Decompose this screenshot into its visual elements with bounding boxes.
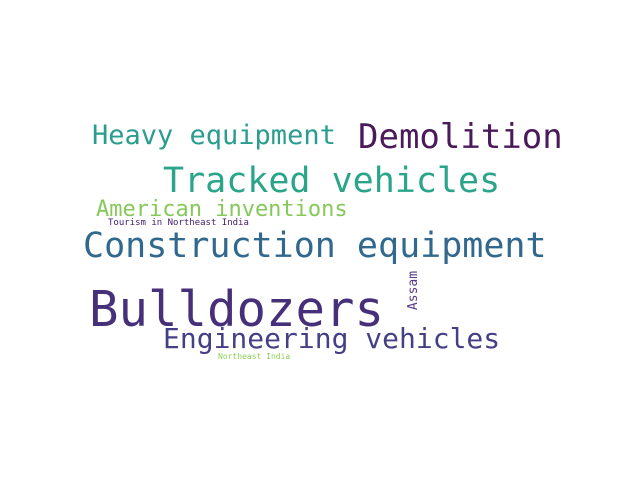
word-northeast-india: Northeast India xyxy=(218,352,291,361)
word-engineering-vehicles: Engineering vehicles xyxy=(163,322,501,355)
word-construction-equipment: Construction equipment xyxy=(83,226,547,266)
word-demolition: Demolition xyxy=(358,117,563,157)
word-american-inventions: American inventions xyxy=(96,197,348,222)
word-tourism-in-northeast-india: Tourism in Northeast India xyxy=(108,218,249,228)
word-heavy-equipment: Heavy equipment xyxy=(92,120,336,151)
word-assam: Assam xyxy=(406,270,422,311)
word-tracked-vehicles: Tracked vehicles xyxy=(163,161,501,201)
word-bulldozers: Bulldozers xyxy=(89,281,385,338)
